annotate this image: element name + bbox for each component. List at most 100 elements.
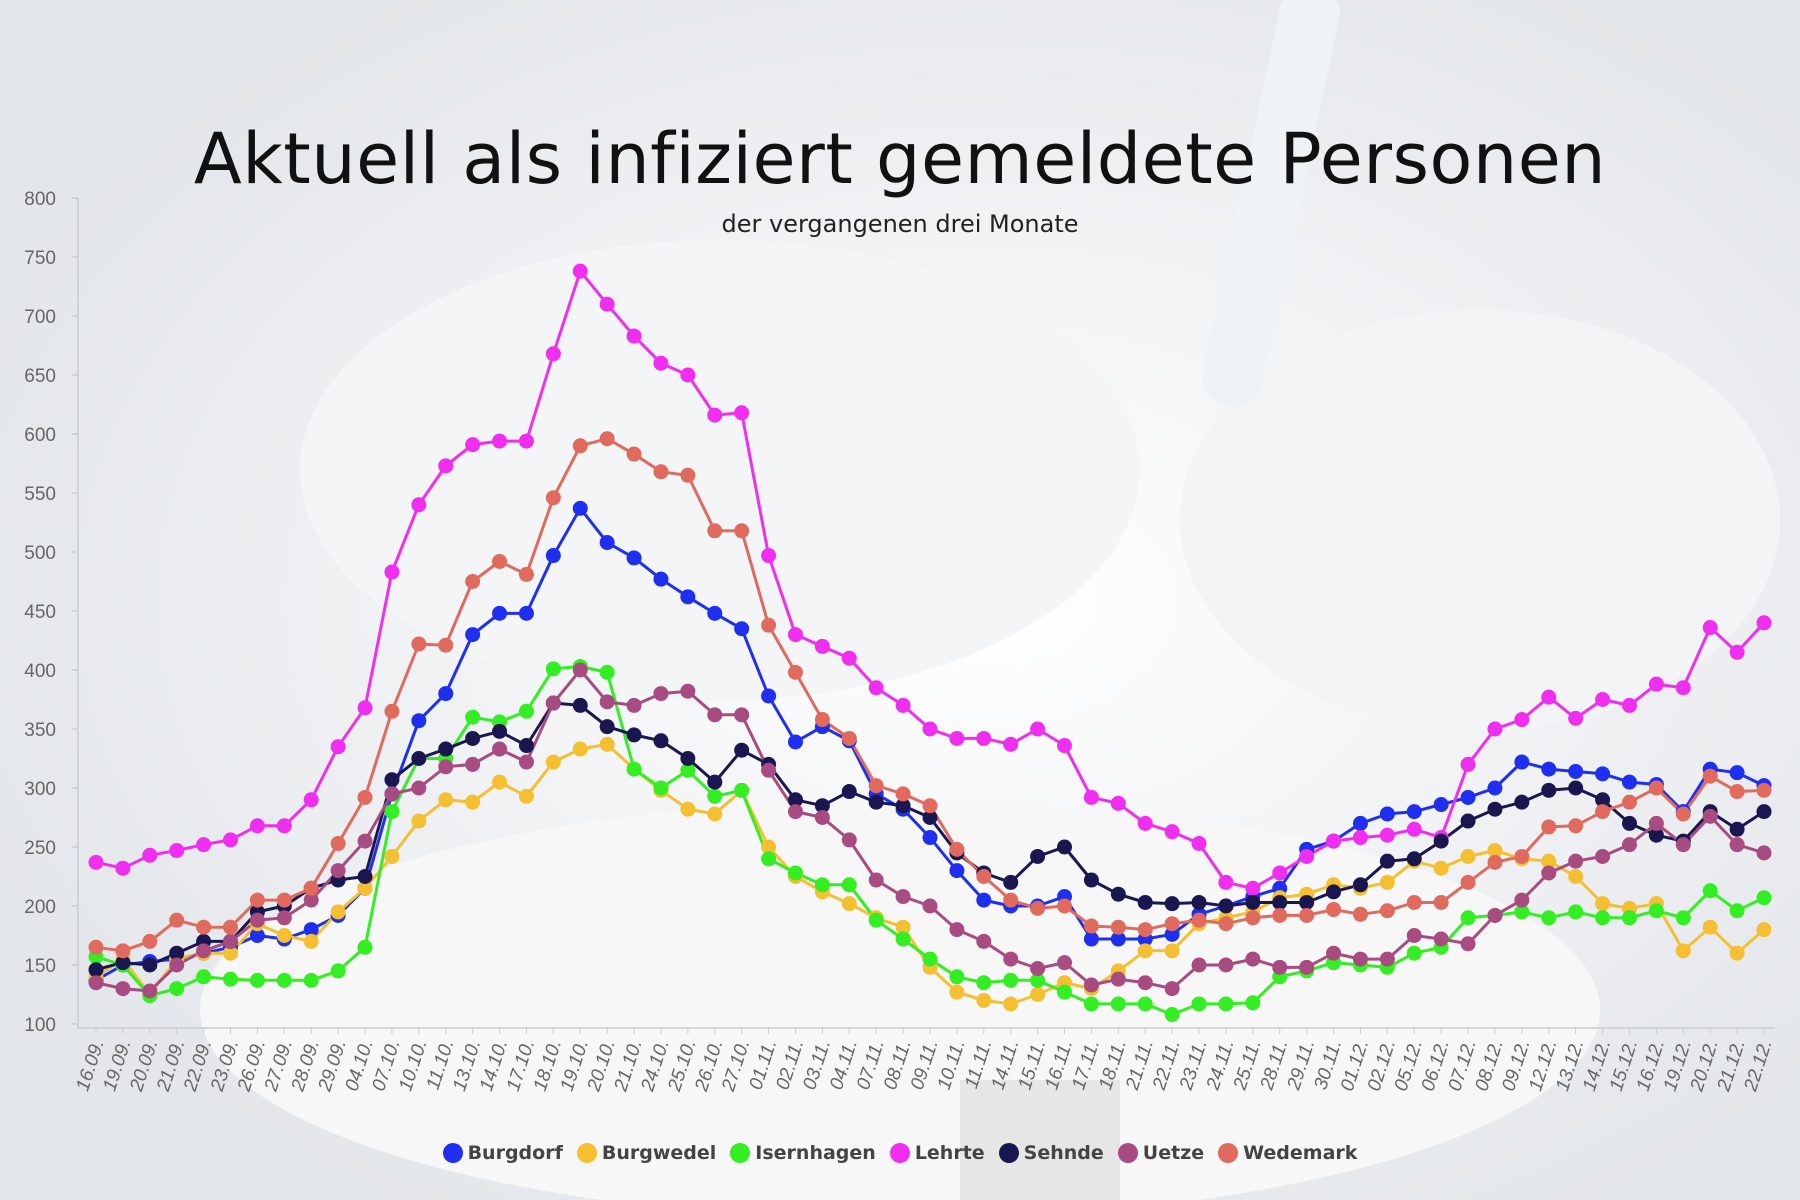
chart-subtitle: der vergangenen drei Monate bbox=[721, 210, 1079, 238]
data-point-sehnde bbox=[1568, 780, 1584, 796]
data-point-wedemark bbox=[196, 919, 212, 935]
data-point-uetze bbox=[1245, 951, 1261, 967]
data-point-burgdorf bbox=[626, 550, 642, 566]
data-point-burgwedel bbox=[1137, 943, 1153, 959]
data-point-isernhagen bbox=[814, 877, 830, 893]
data-point-lehrte bbox=[545, 346, 561, 362]
data-point-lehrte bbox=[734, 405, 750, 421]
data-point-isernhagen bbox=[465, 709, 481, 725]
data-point-wedemark bbox=[1514, 848, 1530, 864]
data-point-isernhagen bbox=[196, 969, 212, 985]
data-point-lehrte bbox=[1083, 789, 1099, 805]
data-point-isernhagen bbox=[922, 951, 938, 967]
y-tick-label: 400 bbox=[24, 661, 56, 682]
data-point-wedemark bbox=[1083, 918, 1099, 934]
legend-marker bbox=[1218, 1143, 1239, 1163]
data-point-burgwedel bbox=[895, 919, 911, 935]
data-point-isernhagen bbox=[707, 788, 723, 804]
data-point-wedemark bbox=[303, 880, 319, 896]
data-point-wedemark bbox=[1729, 784, 1745, 800]
data-point-burgdorf bbox=[1352, 815, 1368, 831]
data-point-uetze bbox=[949, 922, 965, 938]
data-point-sehnde bbox=[1272, 894, 1288, 910]
data-point-burgdorf bbox=[249, 928, 265, 943]
legend-item-burgwedel[interactable]: Burgwedel bbox=[576, 1142, 716, 1164]
legend-item-wedemark[interactable]: Wedemark bbox=[1218, 1142, 1357, 1164]
data-point-burgdorf bbox=[1433, 797, 1449, 813]
data-point-sehnde bbox=[1003, 874, 1019, 890]
data-point-lehrte bbox=[922, 721, 938, 737]
data-point-uetze bbox=[1083, 977, 1099, 993]
data-point-lehrte bbox=[1003, 736, 1019, 752]
data-point-lehrte bbox=[1568, 710, 1584, 726]
data-point-lehrte bbox=[1406, 821, 1422, 837]
data-point-wedemark bbox=[1245, 910, 1261, 926]
data-point-wedemark bbox=[384, 703, 400, 719]
data-point-burgdorf bbox=[1514, 754, 1530, 770]
data-point-isernhagen bbox=[357, 939, 373, 955]
data-point-uetze bbox=[572, 662, 588, 678]
data-point-uetze bbox=[1460, 936, 1476, 952]
data-point-uetze bbox=[653, 686, 669, 702]
data-point-uetze bbox=[1648, 815, 1664, 831]
data-point-lehrte bbox=[411, 497, 427, 513]
data-point-wedemark bbox=[249, 892, 265, 908]
y-tick-label: 200 bbox=[24, 897, 56, 918]
data-point-burgdorf bbox=[438, 686, 454, 702]
data-point-sehnde bbox=[411, 751, 427, 766]
data-point-burgwedel bbox=[411, 813, 427, 829]
data-point-wedemark bbox=[1756, 782, 1772, 798]
legend-item-sehnde[interactable]: Sehnde bbox=[998, 1142, 1104, 1164]
data-point-isernhagen bbox=[1137, 996, 1153, 1012]
data-point-burgwedel bbox=[680, 801, 696, 817]
data-point-burgdorf bbox=[949, 863, 965, 879]
data-point-burgdorf bbox=[1595, 766, 1611, 782]
data-point-lehrte bbox=[761, 548, 777, 564]
data-point-burgwedel bbox=[1433, 860, 1449, 876]
data-point-burgdorf bbox=[1379, 806, 1395, 822]
data-point-wedemark bbox=[734, 523, 750, 539]
data-point-wedemark bbox=[88, 939, 104, 955]
data-point-isernhagen bbox=[1595, 910, 1611, 926]
data-point-uetze bbox=[357, 833, 373, 849]
data-point-isernhagen bbox=[518, 703, 534, 719]
data-point-wedemark bbox=[707, 523, 723, 539]
data-point-burgwedel bbox=[1595, 896, 1611, 912]
data-point-burgwedel bbox=[841, 896, 857, 912]
data-point-sehnde bbox=[895, 798, 911, 814]
data-point-burgwedel bbox=[518, 788, 534, 804]
data-point-uetze bbox=[895, 889, 911, 905]
data-point-uetze bbox=[599, 694, 615, 710]
data-point-lehrte bbox=[1110, 795, 1126, 811]
legend-item-isernhagen[interactable]: Isernhagen bbox=[730, 1142, 876, 1164]
data-point-burgdorf bbox=[761, 688, 777, 704]
data-point-wedemark bbox=[599, 431, 615, 447]
data-point-uetze bbox=[384, 786, 400, 802]
data-point-wedemark bbox=[787, 664, 803, 680]
data-point-sehnde bbox=[1326, 884, 1342, 900]
data-point-wedemark bbox=[1675, 806, 1691, 822]
legend-item-uetze[interactable]: Uetze bbox=[1117, 1142, 1205, 1164]
data-point-sehnde bbox=[88, 962, 104, 978]
y-tick-label: 450 bbox=[24, 602, 56, 623]
data-point-wedemark bbox=[545, 490, 561, 506]
data-point-uetze bbox=[1568, 853, 1584, 869]
data-point-wedemark bbox=[169, 912, 185, 928]
data-point-wedemark bbox=[1110, 919, 1126, 935]
data-point-uetze bbox=[1487, 907, 1503, 923]
data-point-wedemark bbox=[761, 617, 777, 633]
data-point-uetze bbox=[88, 975, 104, 991]
data-point-lehrte bbox=[1621, 697, 1637, 713]
legend-item-burgdorf[interactable]: Burgdorf bbox=[442, 1142, 563, 1164]
data-point-wedemark bbox=[465, 574, 481, 589]
data-point-isernhagen bbox=[841, 877, 857, 893]
legend-label: Uetze bbox=[1142, 1142, 1205, 1164]
data-point-isernhagen bbox=[223, 971, 239, 987]
data-point-wedemark bbox=[1030, 900, 1046, 916]
data-point-lehrte bbox=[1514, 712, 1530, 728]
data-point-wedemark bbox=[1541, 819, 1557, 835]
data-point-wedemark bbox=[1648, 780, 1664, 796]
data-point-wedemark bbox=[868, 778, 884, 794]
data-point-lehrte bbox=[115, 860, 131, 876]
legend-item-lehrte[interactable]: Lehrte bbox=[889, 1142, 985, 1164]
